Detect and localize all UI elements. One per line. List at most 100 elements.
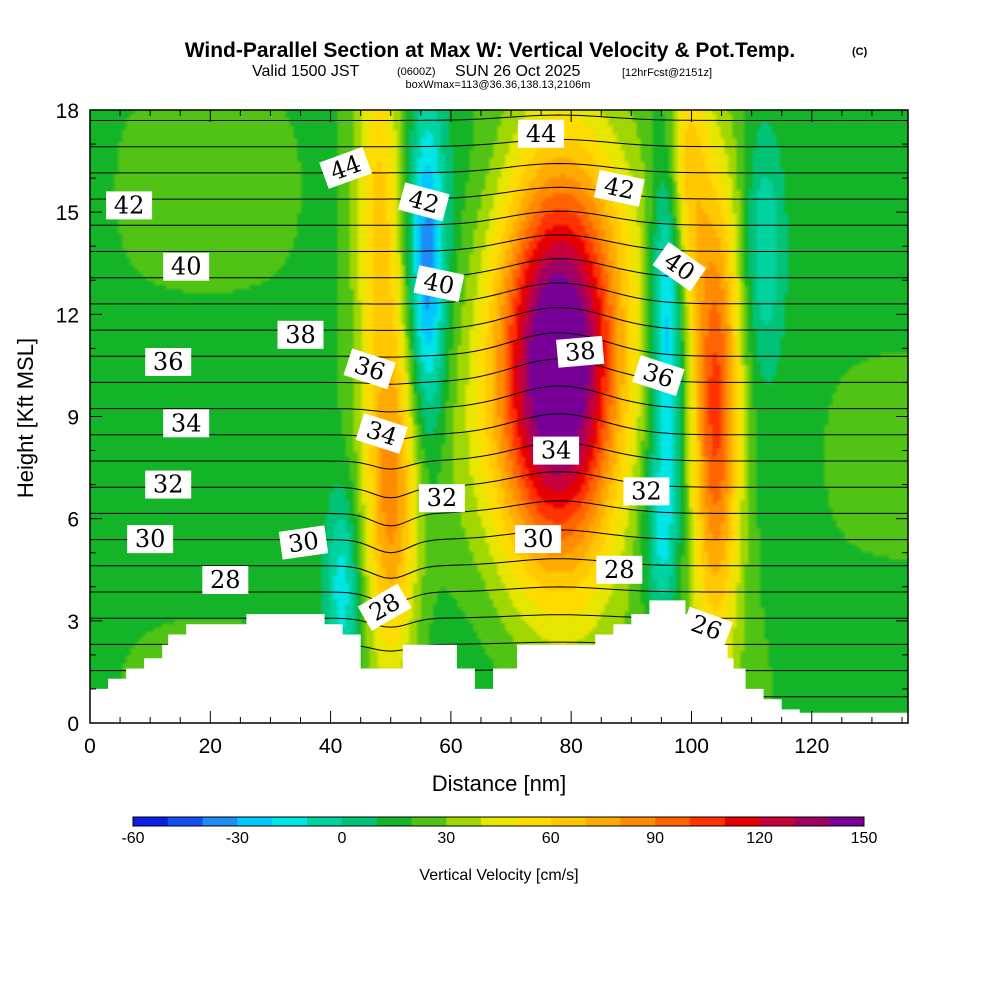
colorbar-tick-label: 0 [337, 830, 346, 847]
theta-contour-line [90, 529, 908, 554]
theta-contour-line [90, 138, 908, 148]
colorbar-swatch [689, 817, 726, 826]
forecast-info: [12hrFcst@2151z] [622, 67, 712, 79]
theta-label-text: 30 [523, 525, 554, 553]
theta-label-box [319, 146, 373, 189]
colorbar-swatch [620, 817, 656, 826]
box-wmax-info: boxWmax=113@36.36,138.13,2106m [406, 79, 591, 91]
theta-contour-line [90, 306, 908, 331]
colorbar-tick-label: 120 [746, 830, 773, 847]
theta-label-box [518, 119, 565, 148]
theta-label-text: 42 [601, 171, 637, 205]
y-tick-label: 12 [56, 304, 79, 327]
theta-label: 40 [163, 252, 210, 281]
theta-label: 42 [397, 182, 450, 222]
y-tick-label: 6 [67, 509, 79, 532]
theta-label: 44 [518, 119, 565, 148]
theta-contour-line [90, 282, 908, 305]
theta-label: 38 [277, 320, 324, 349]
theta-label-box [163, 252, 210, 281]
colorbar-swatch [446, 817, 482, 826]
theta-label-text: 32 [631, 477, 662, 505]
theta-contour-line [90, 471, 908, 499]
colorbar-tick-label: 30 [437, 830, 455, 847]
theta-label-box [533, 436, 580, 465]
colorbar-swatch [724, 817, 760, 826]
colorbar-swatch [655, 817, 691, 826]
theta-contour-line [90, 385, 908, 413]
theta-label-box [515, 525, 562, 554]
y-axis-label: Height [Kft MSL] [13, 338, 38, 498]
colorbar-tick-label: 150 [851, 830, 878, 847]
y-tick-label: 9 [67, 407, 79, 430]
theta-contour-line [90, 413, 908, 441]
theta-contour-line [90, 332, 908, 358]
colorbar-swatch [585, 817, 621, 826]
x-tick-label: 0 [84, 735, 96, 758]
theta-label: 28 [357, 583, 412, 631]
valid-date: SUN 26 Oct 2025 [455, 63, 581, 80]
colorbar-frame [132, 816, 865, 827]
colorbar-tick-label: -30 [226, 830, 249, 847]
theta-label-box [145, 470, 192, 499]
theta-label: 32 [418, 484, 465, 513]
theta-label: 30 [515, 525, 562, 554]
theta-label-box [680, 606, 733, 649]
colorbar: -60 -30 0 30 60 90 120 150 [121, 816, 878, 847]
theta-label-box [202, 566, 249, 594]
theta-label-box [632, 355, 685, 397]
theta-label-box [145, 348, 192, 376]
theta-label-text: 28 [210, 566, 241, 594]
theta-label-text: 32 [427, 484, 458, 512]
x-tick-label: 120 [794, 735, 829, 758]
colorbar-swatch [167, 817, 204, 826]
theta-label: 34 [533, 436, 580, 465]
theta-label-text: 40 [171, 253, 202, 281]
colorbar-swatch [376, 817, 412, 826]
x-axis-label: Distance [nm] [432, 771, 567, 796]
theta-label-box [596, 555, 643, 584]
copyright-mark: (C) [852, 46, 868, 58]
colorbar-swatch [550, 817, 586, 826]
theta-label: 32 [623, 477, 670, 506]
theta-label-box [343, 348, 396, 390]
theta-label: 38 [556, 335, 605, 368]
theta-label: 42 [106, 191, 153, 220]
y-tick-label: 18 [56, 100, 79, 123]
theta-contour-line [90, 614, 908, 628]
theta-label: 40 [413, 265, 465, 303]
theta-contour-line [90, 358, 908, 385]
theta-contour-line [90, 162, 908, 174]
theta-label-box [278, 525, 329, 560]
colorbar-swatch [202, 817, 238, 826]
y-tick-label: 15 [56, 202, 79, 225]
chart-title: Wind-Parallel Section at Max W: Vertical… [185, 39, 796, 62]
theta-label-box [623, 477, 670, 506]
x-tick-label: 40 [319, 735, 342, 758]
potential-temperature-contours [90, 114, 908, 723]
colorbar-swatch [272, 817, 308, 826]
theta-label-box [413, 265, 465, 303]
theta-label: 28 [202, 566, 249, 594]
colorbar-tick-label: 90 [646, 830, 664, 847]
theta-contour-line [90, 500, 908, 527]
theta-label-box [593, 169, 645, 207]
valid-time-utc: (0600Z) [397, 66, 436, 78]
theta-contour-line [90, 558, 908, 579]
theta-label: 30 [127, 525, 174, 554]
theta-label-text: 34 [541, 437, 572, 465]
theta-label-text: 28 [604, 556, 635, 584]
colorbar-swatch [341, 817, 378, 826]
y-tick-label: 3 [67, 611, 79, 634]
theta-contour-line [90, 114, 908, 121]
colorbar-swatch [133, 817, 169, 826]
theta-label-text: 38 [564, 337, 597, 368]
theta-contour-line [90, 258, 908, 279]
theta-label-text: 36 [153, 348, 184, 376]
theta-label-text: 30 [286, 527, 320, 559]
theta-label-box [127, 525, 174, 554]
theta-label: 30 [278, 525, 329, 560]
theta-label: 36 [145, 348, 192, 376]
